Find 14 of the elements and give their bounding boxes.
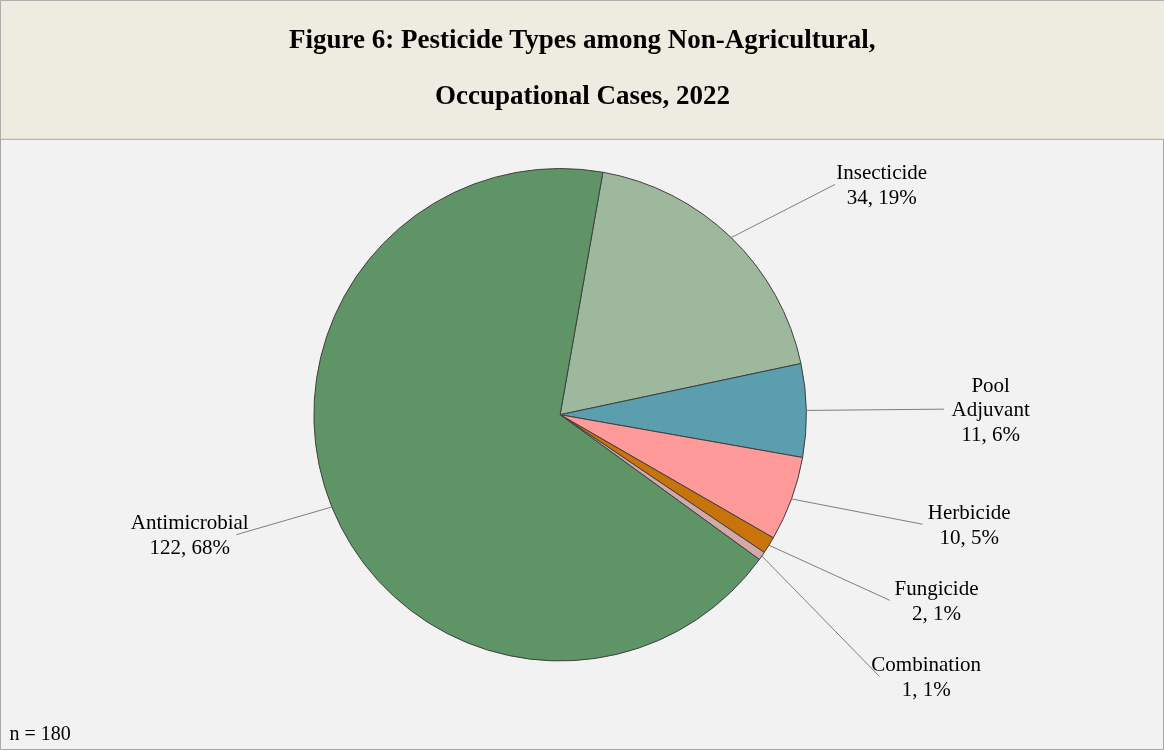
slice-label: Insecticide	[836, 160, 928, 185]
data-label: 11, 6%	[961, 421, 1021, 446]
slice-label: Pool Adjuvant	[951, 372, 1030, 422]
data-label: 1, 1%	[901, 676, 951, 701]
slice-label: Herbicide	[927, 499, 1011, 524]
slice-label: Fungicide	[894, 576, 979, 601]
chart-title: Figure 6: Pesticide Types among Non-Agricultural, Occupational Cases, 2022	[289, 23, 876, 110]
data-label: 10, 5%	[939, 524, 999, 549]
data-label: 2, 1%	[911, 600, 961, 625]
slice-label: Antimicrobial	[130, 510, 249, 535]
data-label: 122, 68%	[149, 534, 230, 559]
text: n = 180	[9, 721, 71, 744]
data-label: 34, 19%	[846, 184, 917, 209]
slice-label: Combination	[871, 652, 982, 677]
